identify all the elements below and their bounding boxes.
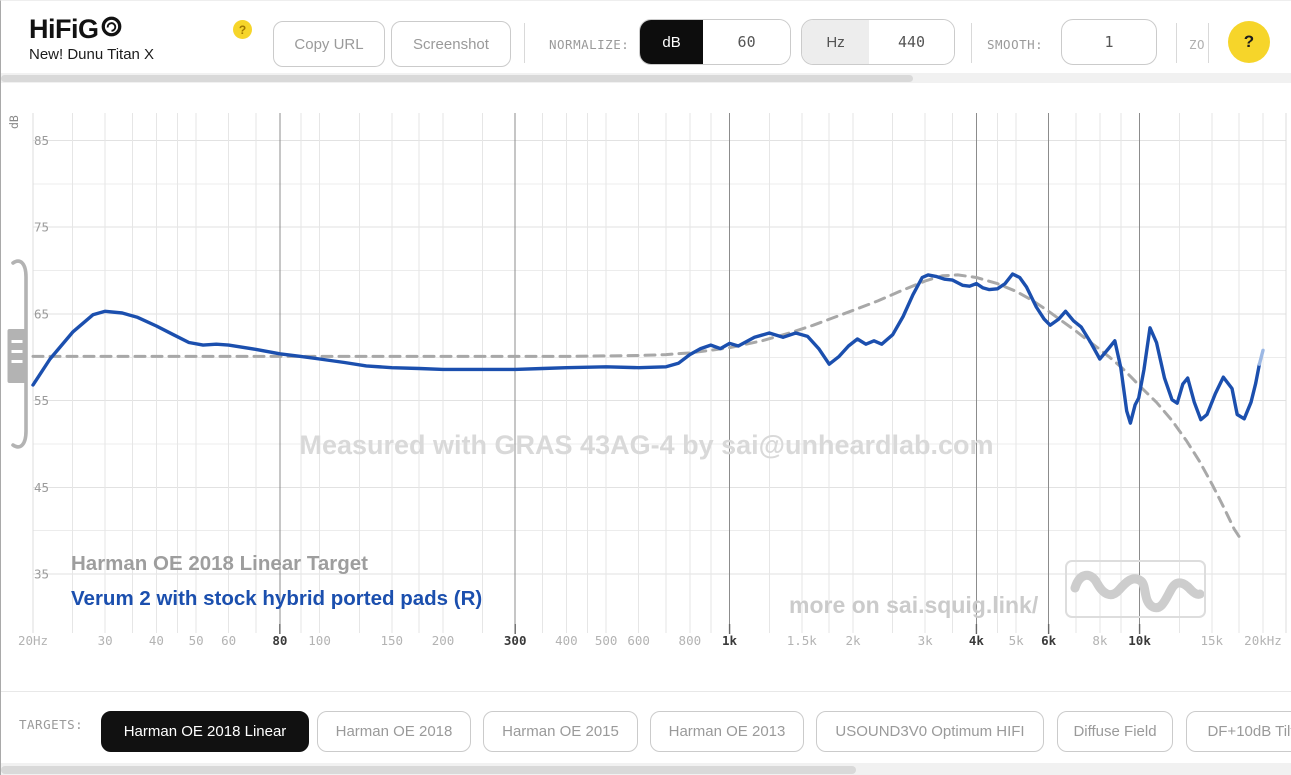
svg-text:85: 85 bbox=[34, 133, 49, 148]
zoom-label-clipped: ZO bbox=[1189, 37, 1206, 52]
help-button[interactable]: ? bbox=[1228, 21, 1270, 63]
svg-text:10k: 10k bbox=[1128, 633, 1151, 648]
logo-help-icon[interactable]: ? bbox=[233, 20, 252, 39]
svg-text:65: 65 bbox=[34, 306, 49, 321]
target-pill-harman-oe-2018-linear[interactable]: Harman OE 2018 Linear bbox=[101, 711, 309, 752]
svg-text:2k: 2k bbox=[845, 633, 861, 648]
svg-text:300: 300 bbox=[504, 633, 527, 648]
smooth-label: SMOOTH: bbox=[987, 37, 1044, 52]
svg-text:500: 500 bbox=[595, 633, 618, 648]
target-pill-diffuse-field[interactable]: Diffuse Field bbox=[1057, 711, 1173, 752]
svg-text:50: 50 bbox=[189, 633, 204, 648]
normalize-db-group: dB 60 bbox=[639, 19, 791, 65]
targets-label: TARGETS: bbox=[19, 717, 84, 732]
toolbar-divider bbox=[971, 23, 972, 63]
svg-text:75: 75 bbox=[34, 220, 49, 235]
svg-text:100: 100 bbox=[308, 633, 331, 648]
svg-text:800: 800 bbox=[679, 633, 702, 648]
squig-logo-icon bbox=[1065, 560, 1206, 618]
normalize-hz-toggle[interactable]: Hz bbox=[802, 20, 870, 64]
svg-text:45: 45 bbox=[34, 480, 49, 495]
smooth-input[interactable]: 1 bbox=[1061, 19, 1157, 65]
svg-text:20Hz: 20Hz bbox=[18, 633, 48, 648]
svg-text:6k: 6k bbox=[1041, 633, 1057, 648]
legend-headphone-label[interactable]: Verum 2 with stock hybrid ported pads (R… bbox=[71, 587, 483, 610]
target-pill-harman-oe-2015[interactable]: Harman OE 2015 bbox=[483, 711, 638, 752]
svg-text:1.5k: 1.5k bbox=[787, 633, 818, 648]
normalize-db-toggle[interactable]: dB bbox=[640, 20, 704, 64]
promo-tagline[interactable]: New! Dunu Titan X bbox=[29, 46, 155, 63]
target-pill-df-10db-tilt[interactable]: DF+10dB Tilt bbox=[1186, 711, 1291, 752]
y-axis-drag-handle[interactable] bbox=[7, 259, 28, 449]
svg-text:80: 80 bbox=[272, 633, 287, 648]
frequency-response-graph[interactable]: 20Hz 30 40 50 60 80 100 150 200 300 400 500 600 800 1k… bbox=[1, 83, 1291, 689]
normalize-db-input[interactable]: 60 bbox=[703, 20, 790, 64]
squiglink-promo-text: more on sai.squig.link/ bbox=[789, 592, 1039, 618]
measurement-watermark: Measured with GRAS 43AG-4 by sai@unheard… bbox=[299, 430, 994, 460]
copy-url-button[interactable]: Copy URL bbox=[273, 21, 385, 67]
toolbar-scrollbar-thumb[interactable] bbox=[1, 74, 913, 82]
toolbar-divider bbox=[1208, 23, 1209, 63]
target-pill-usound3v0-optimum-hifi[interactable]: USOUND3V0 Optimum HIFI bbox=[816, 711, 1044, 752]
svg-text:4k: 4k bbox=[969, 633, 985, 648]
toolbar-divider bbox=[524, 23, 525, 63]
svg-text:40: 40 bbox=[149, 633, 164, 648]
normalize-hz-input[interactable]: 440 bbox=[869, 20, 954, 64]
targets-divider bbox=[1, 691, 1291, 692]
svg-text:15k: 15k bbox=[1200, 633, 1223, 648]
hifigo-logo[interactable]: HiFiG bbox=[29, 13, 123, 45]
svg-text:dB: dB bbox=[7, 115, 21, 129]
targets-scrollbar-thumb[interactable] bbox=[1, 765, 856, 774]
toolbar-divider bbox=[1176, 23, 1177, 63]
normalize-label: NORMALIZE: bbox=[549, 37, 630, 52]
svg-text:150: 150 bbox=[380, 633, 403, 648]
normalize-hz-group: Hz 440 bbox=[801, 19, 955, 65]
svg-text:3k: 3k bbox=[918, 633, 934, 648]
toolbar-scrollbar-track[interactable] bbox=[1, 73, 1291, 83]
svg-text:200: 200 bbox=[432, 633, 455, 648]
legend-target-label[interactable]: Harman OE 2018 Linear Target bbox=[71, 552, 368, 575]
svg-text:30: 30 bbox=[98, 633, 113, 648]
target-pill-harman-oe-2013[interactable]: Harman OE 2013 bbox=[650, 711, 804, 752]
svg-text:8k: 8k bbox=[1092, 633, 1108, 648]
svg-text:600: 600 bbox=[627, 633, 650, 648]
targets-scrollbar-track[interactable] bbox=[1, 763, 1291, 775]
svg-text:1k: 1k bbox=[722, 633, 738, 648]
svg-text:5k: 5k bbox=[1009, 633, 1025, 648]
screenshot-button[interactable]: Screenshot bbox=[391, 21, 511, 67]
svg-text:55: 55 bbox=[34, 393, 49, 408]
svg-text:400: 400 bbox=[555, 633, 578, 648]
svg-text:60: 60 bbox=[221, 633, 236, 648]
svg-text:35: 35 bbox=[34, 567, 49, 582]
hifigo-logo-o-icon bbox=[99, 13, 123, 45]
svg-text:20kHz: 20kHz bbox=[1244, 633, 1282, 648]
hifigo-logo-text: HiFiG bbox=[29, 13, 99, 44]
target-pill-harman-oe-2018[interactable]: Harman OE 2018 bbox=[317, 711, 471, 752]
